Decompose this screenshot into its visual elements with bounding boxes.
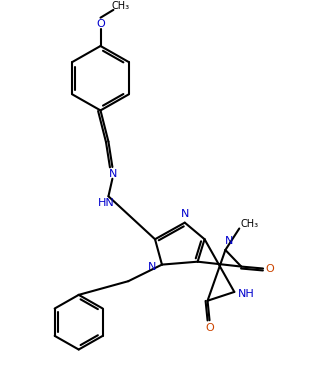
Text: N: N (180, 209, 189, 219)
Text: CH₃: CH₃ (111, 1, 129, 11)
Text: O: O (96, 19, 105, 29)
Text: CH₃: CH₃ (240, 218, 258, 229)
Text: N: N (225, 236, 233, 246)
Text: O: O (205, 323, 214, 333)
Text: N: N (148, 262, 156, 272)
Text: NH: NH (238, 289, 255, 299)
Text: HN: HN (98, 198, 115, 208)
Text: N: N (109, 169, 117, 179)
Text: O: O (266, 263, 274, 274)
